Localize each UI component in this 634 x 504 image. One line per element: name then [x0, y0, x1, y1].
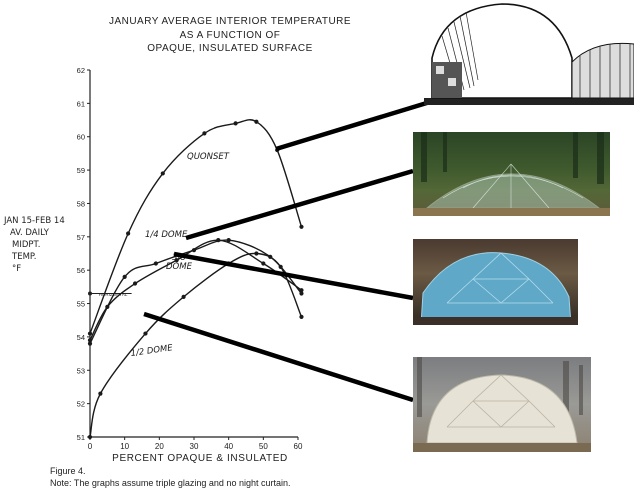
data-point-1-4-dome — [153, 261, 158, 266]
data-point-1-4-dome — [299, 291, 304, 296]
figure-note: Note: The graphs assume triple glazing a… — [50, 478, 291, 488]
series-label-3-8-dome-word: DOME — [166, 262, 193, 272]
y-tick-label: 51 — [77, 433, 85, 442]
quarter-dome-photo — [413, 132, 610, 216]
data-point-quonset — [202, 131, 207, 136]
y-tick-label: 62 — [77, 66, 85, 75]
data-point-quonset — [160, 171, 165, 176]
connector-line-half-dome — [143, 311, 414, 403]
half-dome-photo — [413, 357, 591, 452]
data-point-1-4-dome — [87, 341, 93, 346]
y-tick-label: 55 — [77, 300, 85, 309]
y-axis-label-line-1: JAN 15-FEB 14 — [4, 216, 65, 226]
data-point-quonset — [254, 119, 259, 124]
data-point-1-2-dome — [181, 294, 186, 299]
three-eighths-dome-photo — [413, 239, 578, 325]
data-point-1-2-dome — [87, 434, 93, 440]
y-axis-label-line-5: °F — [12, 264, 22, 274]
figure-caption: Figure 4. — [50, 466, 86, 476]
y-tick-label: 61 — [77, 99, 85, 108]
data-point-quonset — [126, 231, 131, 236]
series-line-1-2-dome — [89, 252, 303, 438]
y-axis-label-line-3: MIDPT. — [12, 240, 41, 250]
data-point-1-4-dome — [122, 274, 127, 279]
data-point-3-8-dome — [132, 281, 138, 286]
x-tick-label: 50 — [259, 442, 268, 451]
y-tick-label: 58 — [77, 199, 85, 208]
x-tick-label: 20 — [155, 442, 164, 451]
y-tick-label: 57 — [77, 233, 85, 242]
data-point-quonset — [87, 331, 93, 336]
x-tick-label: 60 — [294, 442, 303, 451]
series-label-quonset: QUONSET — [187, 152, 230, 162]
quonset-sketch-image — [424, 0, 634, 105]
connector-line-three-eighths-dome — [173, 251, 414, 301]
series-label-3-8-dome-fraction: 3/8 — [172, 253, 186, 263]
connector-lines — [143, 99, 431, 403]
x-tick-label: 40 — [224, 442, 233, 451]
y-tick-label: 53 — [77, 366, 85, 375]
series-label-1-2-dome: 1/2 DOME — [130, 343, 174, 359]
y-tick-label: 54 — [77, 333, 85, 342]
x-tick-label: 30 — [190, 442, 199, 451]
y-tick-label: 60 — [77, 133, 85, 142]
x-tick-label: 0 — [88, 442, 93, 451]
plot-series — [87, 119, 304, 440]
y-axis-label-line-4: TEMP. — [12, 252, 37, 262]
data-point-3-8-dome — [174, 258, 179, 263]
y-tick-label: 59 — [77, 166, 85, 175]
horizontal-reference-point — [88, 291, 92, 296]
data-point-3-8-dome — [261, 261, 266, 266]
data-point-3-8-dome — [216, 238, 221, 243]
series-label-1-4-dome: 1/4 DOME — [145, 230, 188, 240]
data-point-1-4-dome — [226, 238, 231, 243]
connector-line-quonset — [275, 99, 431, 152]
data-point-quonset — [299, 224, 304, 229]
y-tick-label: 56 — [77, 266, 85, 275]
data-point-1-2-dome — [143, 331, 148, 336]
data-point-quonset — [233, 121, 238, 126]
data-point-1-2-dome — [98, 391, 103, 396]
x-tick-label: 10 — [120, 442, 129, 451]
y-tick-label: 52 — [77, 400, 85, 409]
chart-title-line-1: JANUARY AVERAGE INTERIOR TEMPERATURE — [108, 16, 352, 27]
data-point-3-8-dome — [105, 304, 110, 309]
x-axis-label: PERCENT OPAQUE & INSULATED — [112, 453, 288, 464]
plot-axes — [89, 70, 298, 438]
data-point-3-8-dome — [299, 288, 304, 293]
chart-title-line-3: OPAQUE, INSULATED SURFACE — [147, 43, 313, 54]
y-axis-label-line-2: AV. DAILY — [10, 228, 49, 238]
connector-line-quarter-dome — [185, 168, 414, 241]
data-point-3-8-dome — [87, 338, 93, 343]
chart-title-line-2: AS A FUNCTION OF — [179, 30, 281, 41]
data-point-1-2-dome — [278, 264, 283, 269]
data-point-1-2-dome — [254, 251, 259, 256]
data-point-1-2-dome — [299, 314, 304, 319]
